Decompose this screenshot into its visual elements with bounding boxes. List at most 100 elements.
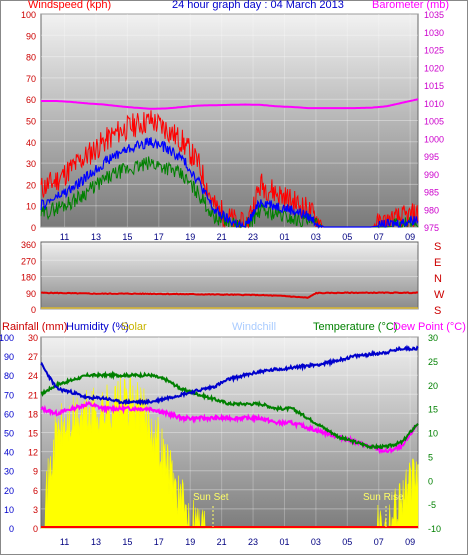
wind-tick-label: 50 bbox=[26, 117, 36, 127]
temp-x-tick-label: 05 bbox=[342, 537, 352, 547]
windspeed-axis-label: Windspeed (kph) bbox=[28, 0, 111, 11]
temp-x-tick-label: 17 bbox=[154, 537, 164, 547]
direction-panel bbox=[40, 241, 419, 310]
wind-tick-label: 20 bbox=[26, 180, 36, 190]
direction-tick-label: 0 bbox=[31, 305, 36, 315]
wind-x-tick-label: 03 bbox=[311, 232, 321, 242]
chart-title: 24 hour graph day : 04 March 2013 bbox=[172, 0, 344, 11]
barometer-axis-label: Barometer (mb) bbox=[372, 0, 449, 11]
temperature-tick-label: 15 bbox=[428, 405, 438, 415]
direction-tick-label: 180 bbox=[21, 273, 36, 283]
rainfall-tick-label: 12 bbox=[28, 448, 38, 458]
humidity-tick-label: 50 bbox=[4, 429, 14, 439]
barometer-tick-label: 995 bbox=[424, 152, 439, 162]
wind-x-tick-label: 21 bbox=[217, 232, 227, 242]
temp-x-tick-label: 03 bbox=[311, 537, 321, 547]
compass-label-s-top: S bbox=[434, 241, 441, 253]
humidity-tick-label: 0 bbox=[9, 524, 14, 534]
barometer-tick-label: 1015 bbox=[424, 81, 444, 91]
rainfall-tick-label: 0 bbox=[33, 524, 38, 534]
rainfall-tick-label: 30 bbox=[28, 333, 38, 343]
wind-x-tick-label: 19 bbox=[185, 232, 195, 242]
barometer-tick-label: 1025 bbox=[424, 46, 444, 56]
rainfall-axis-label: Rainfall (mm) bbox=[2, 321, 67, 333]
rainfall-tick-label: 27 bbox=[28, 352, 38, 362]
wind-x-tick-label: 09 bbox=[405, 232, 415, 242]
temperature-tick-label: 25 bbox=[428, 357, 438, 367]
temperature-tick-label: -5 bbox=[428, 500, 436, 510]
rainfall-tick-label: 15 bbox=[28, 429, 38, 439]
wind-tick-label: 70 bbox=[26, 74, 36, 84]
temp-x-tick-label: 23 bbox=[248, 537, 258, 547]
rainfall-tick-label: 9 bbox=[33, 467, 38, 477]
wind-x-tick-label: 01 bbox=[279, 232, 289, 242]
temperature-tick-label: -10 bbox=[428, 524, 441, 534]
direction-tick-label: 360 bbox=[21, 240, 36, 250]
wind-tick-label: 0 bbox=[31, 223, 36, 233]
rainfall-tick-label: 21 bbox=[28, 390, 38, 400]
humidity-tick-label: 60 bbox=[4, 409, 14, 419]
temperature-tick-label: 0 bbox=[428, 476, 433, 486]
humidity-tick-label: 100 bbox=[0, 333, 14, 343]
wind-tick-label: 30 bbox=[26, 159, 36, 169]
wind-tick-label: 10 bbox=[26, 202, 36, 212]
barometer-tick-label: 985 bbox=[424, 188, 439, 198]
humidity-tick-label: 20 bbox=[4, 486, 14, 496]
temperature-tick-label: 10 bbox=[428, 429, 438, 439]
wind-tick-label: 100 bbox=[21, 10, 36, 20]
temp-x-tick-label: 19 bbox=[185, 537, 195, 547]
temperature-line bbox=[40, 370, 419, 451]
barometer-tick-label: 1000 bbox=[424, 134, 444, 144]
rainfall-tick-label: 18 bbox=[28, 409, 38, 419]
humidity-tick-label: 30 bbox=[4, 467, 14, 477]
humidity-tick-label: 10 bbox=[4, 505, 14, 515]
wind-panel bbox=[40, 13, 419, 228]
wind-x-tick-label: 23 bbox=[248, 232, 258, 242]
direction-tick-label: 90 bbox=[26, 289, 36, 299]
rainfall-tick-label: 24 bbox=[28, 371, 38, 381]
wind-x-tick-label: 05 bbox=[342, 232, 352, 242]
barometer-tick-label: 1035 bbox=[424, 10, 444, 20]
temp-x-tick-label: 11 bbox=[60, 537, 69, 547]
barometer-tick-label: 980 bbox=[424, 205, 439, 215]
wind-direction-line bbox=[40, 291, 419, 299]
wind-tick-label: 90 bbox=[26, 31, 36, 41]
series-lines bbox=[40, 98, 419, 529]
compass-labels: S E N W S bbox=[434, 241, 445, 317]
compass-label-s-bottom: S bbox=[434, 305, 441, 317]
compass-label-e: E bbox=[434, 257, 441, 269]
wind-x-tick-label: 07 bbox=[374, 232, 384, 242]
rainfall-tick-label: 6 bbox=[33, 486, 38, 496]
barometer-tick-label: 990 bbox=[424, 170, 439, 180]
barometer-tick-label: 975 bbox=[424, 223, 439, 233]
windspeed-avg-line bbox=[40, 137, 419, 230]
humidity-tick-label: 90 bbox=[4, 352, 14, 362]
direction-tick-label: 270 bbox=[21, 256, 36, 266]
wind-tick-label: 60 bbox=[26, 95, 36, 105]
wind-x-tick-label: 13 bbox=[91, 232, 101, 242]
rainfall-tick-label: 3 bbox=[33, 505, 38, 515]
temp-x-tick-label: 07 bbox=[374, 537, 384, 547]
humidity-tick-label: 80 bbox=[4, 371, 14, 381]
humidity-line bbox=[40, 344, 419, 406]
barometer-tick-label: 1005 bbox=[424, 117, 444, 127]
compass-label-n: N bbox=[434, 273, 442, 285]
wind-x-tick-label: 15 bbox=[122, 232, 132, 242]
temperature-tick-label: 30 bbox=[428, 333, 438, 343]
temp-x-tick-label: 09 bbox=[405, 537, 415, 547]
barometer-tick-label: 1010 bbox=[424, 99, 444, 109]
temp-x-tick-label: 21 bbox=[217, 537, 227, 547]
solar-label: Solar bbox=[121, 321, 147, 333]
barometer-tick-label: 1030 bbox=[424, 28, 444, 38]
wind-x-tick-label: 17 bbox=[154, 232, 164, 242]
windchill-label: Windchill bbox=[232, 321, 276, 333]
compass-label-w: W bbox=[434, 289, 445, 301]
sunset-label: Sun Set bbox=[193, 492, 229, 503]
temperature-tick-label: 20 bbox=[428, 381, 438, 391]
humidity-axis-label: Humidity (%) bbox=[66, 321, 129, 333]
humidity-tick-label: 40 bbox=[4, 448, 14, 458]
barometer-tick-label: 1020 bbox=[424, 63, 444, 73]
wind-tick-label: 40 bbox=[26, 138, 36, 148]
